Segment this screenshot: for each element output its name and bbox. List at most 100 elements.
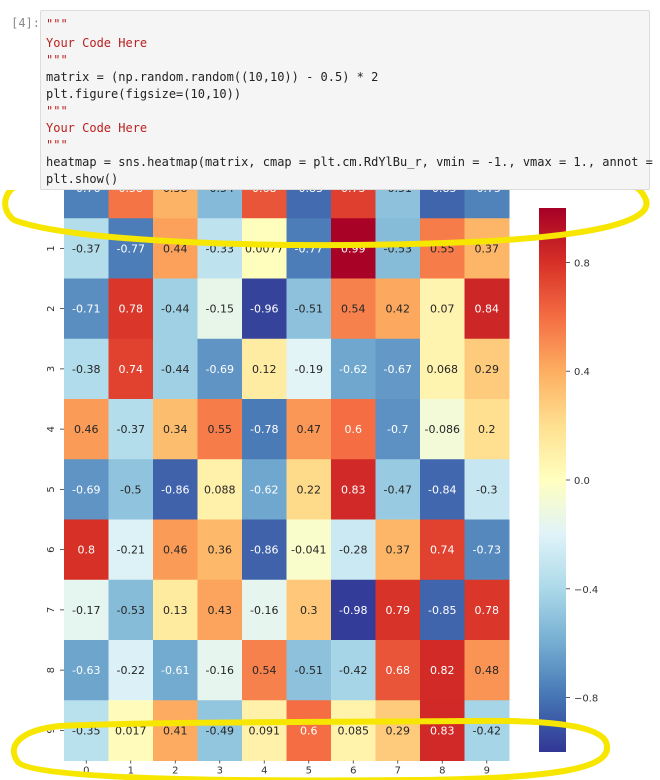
cell-annotation: 0.54 — [341, 303, 366, 316]
heatmap-cell — [420, 190, 465, 219]
heatmap-cell — [242, 190, 287, 219]
cell-annotation: -0.69 — [206, 363, 234, 376]
heatmap-cell — [64, 338, 109, 400]
code-cell[interactable]: """ Your Code Here """ matrix = (np.rand… — [40, 10, 653, 190]
cell-annotation: -0.19 — [295, 363, 323, 376]
cell-annotation: -0.67 — [384, 363, 412, 376]
code-line-3: """ — [46, 53, 68, 67]
heatmap-cell — [197, 459, 243, 520]
heatmap-cell — [331, 278, 376, 340]
heatmap-cell — [464, 579, 510, 641]
cell-annotation: -0.77 — [117, 242, 145, 255]
colorbar: 0.8 0.4 0.0 −0.4 −0.8 — [539, 208, 598, 752]
x-tick-label: 8 — [439, 766, 445, 777]
cell-annotation: -0.38 — [72, 363, 100, 376]
heatmap-cell — [153, 218, 198, 279]
heatmap-cell — [286, 278, 332, 340]
heatmap-cell — [197, 519, 243, 581]
y-tick-label: 7 — [46, 607, 57, 613]
cell-annotation: 0.3 — [300, 604, 318, 617]
heatmap-cell — [64, 519, 109, 581]
cell-annotation: -0.86 — [250, 544, 278, 557]
heatmap-cell — [197, 218, 243, 279]
cell-annotation: 0.79 — [386, 604, 411, 617]
heatmap-cell — [464, 640, 510, 701]
y-tick-label: 8 — [46, 667, 57, 673]
cell-annotation: 0.07 — [430, 303, 455, 316]
cell-annotation: -0.51 — [295, 303, 323, 316]
cell-annotation: 0.46 — [74, 423, 99, 436]
cell-annotation: 0.78 — [475, 604, 500, 617]
heatmap-cell — [242, 399, 287, 460]
cell-annotation: -0.041 — [291, 544, 326, 557]
heatmap-cell — [108, 640, 154, 701]
code-line-10: plt.show() — [46, 172, 119, 186]
cell-annotation: -0.62 — [339, 363, 367, 376]
colorbar-tick-label: 0.0 — [574, 476, 590, 487]
cell-annotation: -0.51 — [384, 190, 412, 195]
heatmap-cell — [464, 218, 510, 279]
x-tick-label: 1 — [128, 766, 134, 777]
cell-annotation: 0.068 — [427, 363, 459, 376]
heatmap-cell — [64, 218, 109, 279]
heatmap-cell — [197, 700, 243, 761]
cell-annotation: -0.73 — [473, 544, 501, 557]
heatmap-cell — [108, 338, 154, 400]
cell-annotation: -0.42 — [473, 724, 501, 737]
cell-annotation: -0.16 — [250, 604, 278, 617]
cell-annotation: 0.37 — [475, 242, 500, 255]
heatmap-cell — [64, 459, 109, 520]
heatmap-cell — [153, 278, 198, 340]
y-tick-label: 6 — [46, 546, 57, 552]
cell-annotation: -0.85 — [428, 604, 456, 617]
heatmap-cell — [331, 640, 376, 701]
heatmap-cell — [375, 278, 421, 340]
heatmap-cell — [242, 218, 287, 279]
heatmap-cell — [464, 700, 510, 761]
colorbar-tick-label: −0.8 — [574, 694, 598, 705]
code-line-9: heatmap = sns.heatmap(matrix, cmap = plt… — [46, 155, 653, 169]
heatmap-cell — [197, 640, 243, 701]
heatmap-cell — [375, 218, 421, 279]
x-tick-label: 6 — [350, 766, 356, 777]
cell-annotation: 0.12 — [252, 363, 277, 376]
heatmap-cell — [375, 640, 421, 701]
y-tick-label: 4 — [46, 426, 57, 432]
heatmap-cell — [108, 519, 154, 581]
heatmap-cell — [286, 459, 332, 520]
heatmap-cell — [331, 399, 376, 460]
heatmap-cell — [331, 579, 376, 641]
cell-annotation: 0.13 — [163, 604, 188, 617]
heatmap-cell — [197, 338, 243, 400]
cell-annotation: 0.36 — [208, 544, 233, 557]
x-axis-ticks: 0 1 2 3 4 5 6 7 8 9 — [83, 760, 490, 777]
heatmap-cell — [286, 700, 332, 761]
cell-annotation: 0.34 — [163, 423, 188, 436]
heatmap-cell — [286, 640, 332, 701]
heatmap-cell — [242, 459, 287, 520]
code-line-4: matrix = (np.random.random((10,10)) - 0.… — [46, 70, 379, 84]
heatmap-cell — [286, 519, 332, 581]
heatmap-cell — [64, 190, 109, 219]
cell-annotation: 0.78 — [119, 303, 144, 316]
cell-annotation: 0.8 — [78, 544, 96, 557]
cell-annotation: 0.6 — [345, 423, 363, 436]
y-tick-label: 5 — [46, 486, 57, 492]
heatmap-cell — [242, 700, 287, 761]
heatmap-cell — [153, 640, 198, 701]
cell-annotation: -0.37 — [72, 242, 100, 255]
heatmap-cell — [153, 459, 198, 520]
cell-annotation: -0.22 — [117, 664, 145, 677]
cell-annotation: -0.83 — [295, 190, 323, 195]
heatmap-cell — [420, 700, 465, 761]
cell-annotation: -0.85 — [428, 190, 456, 195]
cell-annotation: 0.091 — [249, 724, 281, 737]
heatmap-cell — [375, 700, 421, 761]
heatmap-cell — [64, 579, 109, 641]
cell-annotation: -0.75 — [473, 190, 501, 195]
heatmap-cell — [197, 190, 243, 219]
cell-annotation: -0.86 — [161, 483, 189, 496]
heatmap-cell — [197, 278, 243, 340]
cell-annotation: -0.15 — [206, 303, 234, 316]
heatmap-cell — [375, 579, 421, 641]
